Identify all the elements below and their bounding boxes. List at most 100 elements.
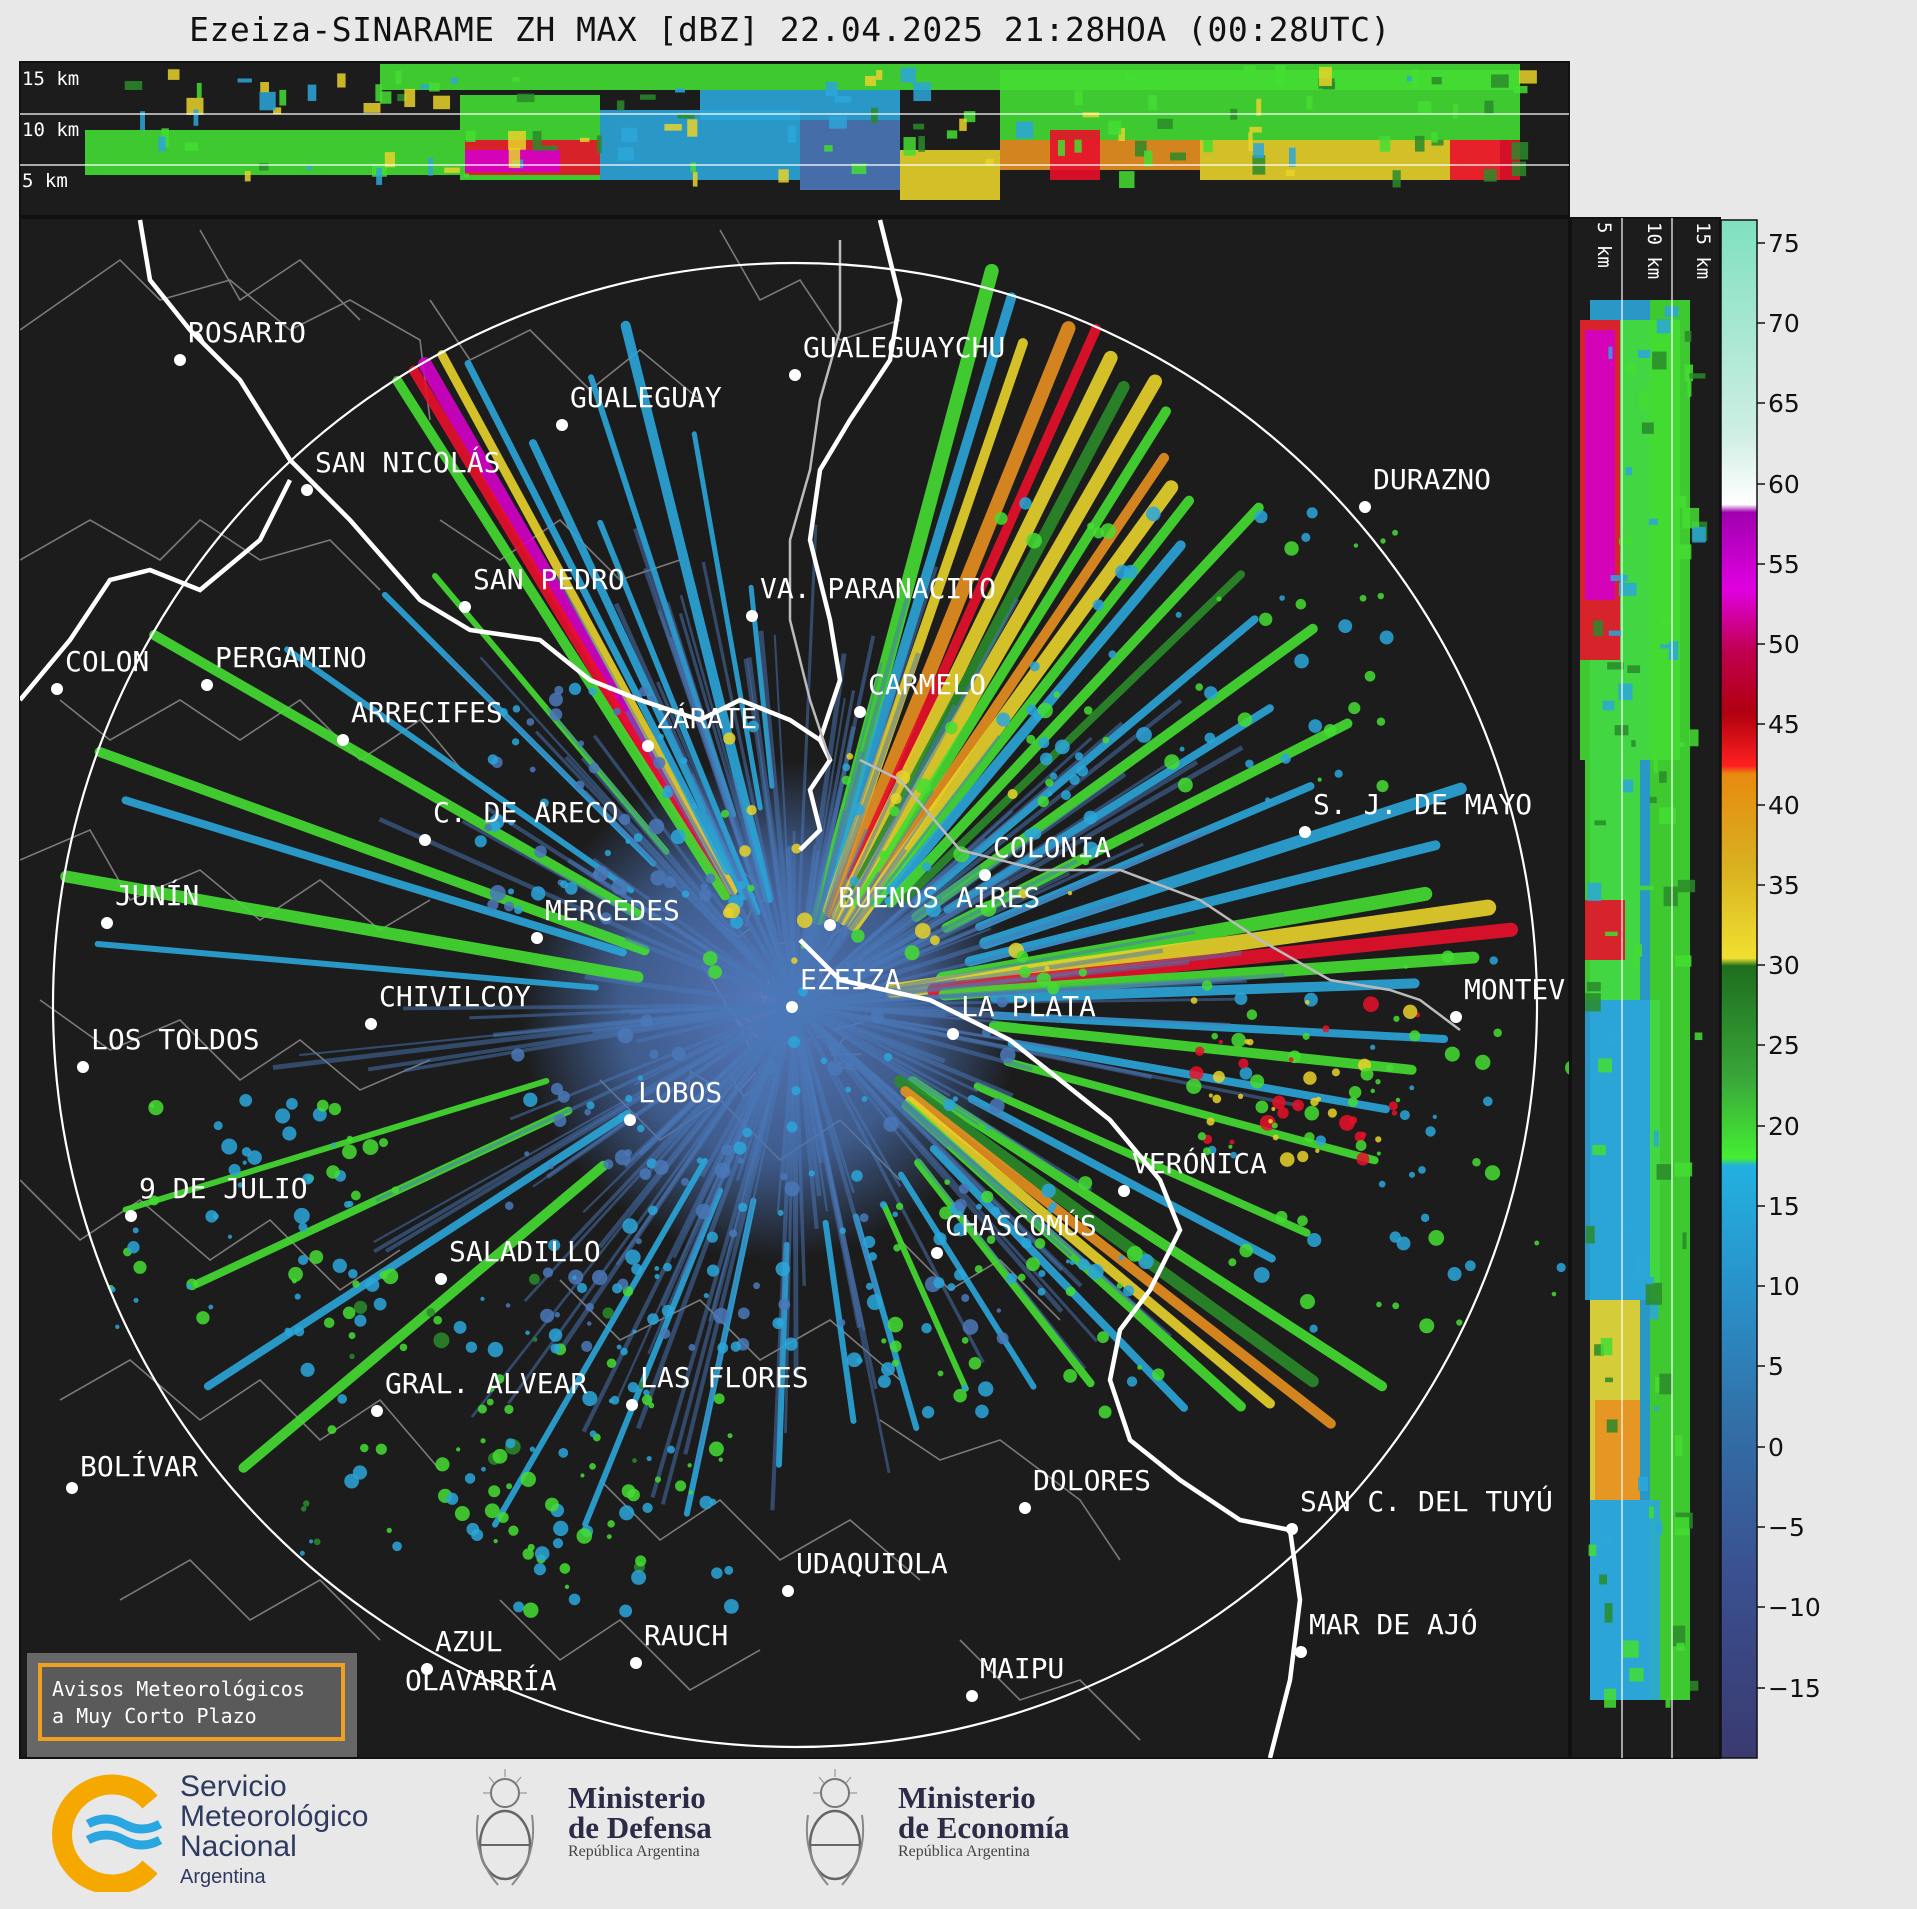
echo-cell: [1432, 1114, 1437, 1119]
echo-cell: [1418, 1166, 1426, 1174]
echo-cell: [798, 986, 808, 997]
echo-cell: [1246, 1009, 1258, 1020]
city-marker: EZEIZA: [786, 963, 901, 1013]
city-dot: [66, 1482, 78, 1494]
profile-echo: [851, 163, 867, 175]
echo-cell: [337, 1394, 347, 1404]
profile-echo: [1674, 1517, 1690, 1536]
echo-cell: [962, 1319, 979, 1335]
profile-echo: [1418, 101, 1432, 113]
echo-cell: [989, 1098, 1005, 1114]
echo-ray: [793, 828, 869, 1006]
echo-cell: [282, 1126, 297, 1141]
echo-cell: [1065, 1259, 1071, 1264]
echo-cell: [529, 766, 536, 773]
echo-cell: [486, 1398, 494, 1406]
echo-cell: [663, 1262, 672, 1272]
echo-cell: [1195, 1046, 1205, 1056]
city-dot: [421, 1663, 433, 1675]
echo-cell: [1425, 1126, 1436, 1137]
echo-cell: [978, 1381, 994, 1397]
echo-cell: [1334, 769, 1343, 778]
echo-ray: [900, 1086, 1336, 1429]
echo-cell: [1284, 541, 1299, 556]
echo-cell: [316, 1099, 329, 1112]
city-marker: MAIPU: [966, 1652, 1064, 1702]
echo-cell: [323, 1317, 335, 1329]
city-label: CHASCOMÚS: [945, 1208, 1097, 1242]
echo-cell: [1489, 956, 1498, 965]
echo-cell: [1029, 827, 1042, 840]
echo-cell: [588, 687, 597, 696]
profile-echo: [1689, 729, 1699, 747]
profile-echo: [1016, 121, 1034, 139]
echo-cell: [327, 1425, 337, 1435]
echo-cell: [480, 1438, 486, 1444]
city-dot: [337, 734, 349, 746]
echo-cell: [1078, 968, 1088, 977]
echo-ray: [793, 772, 1127, 1007]
echo-cell: [606, 1534, 612, 1540]
echo-ray: [870, 495, 1195, 908]
echo-ray: [794, 1002, 1033, 1072]
echo-cell: [784, 1181, 800, 1197]
echo-ray: [793, 1004, 878, 1390]
profile-echo: [85, 130, 460, 175]
echo-cell: [953, 1222, 968, 1237]
profile-echo: [244, 171, 251, 182]
echo-cell: [435, 1457, 450, 1472]
echo-cell: [1006, 1273, 1017, 1284]
echo-cell: [523, 1092, 538, 1108]
echo-ray: [461, 819, 796, 1007]
city-label: SAN C. DEL TUYÚ: [1300, 1484, 1553, 1518]
echo-cell: [636, 1124, 645, 1133]
echo-cell: [506, 1483, 513, 1490]
echo-cell: [1037, 1287, 1046, 1296]
city-marker: CHASCOMÚS: [931, 1208, 1097, 1259]
echo-cell: [352, 1280, 360, 1288]
city-label: BOLÍVAR: [80, 1449, 198, 1483]
echo-cell: [653, 756, 666, 769]
profile-echo: [1649, 796, 1657, 804]
echo-cell: [512, 705, 521, 713]
echo-ray: [794, 1003, 946, 1018]
echo-cell: [1288, 1057, 1294, 1062]
echo-ray: [881, 1202, 969, 1392]
profile-echo: [1599, 1536, 1612, 1545]
echo-cell: [1078, 1176, 1093, 1190]
echo-cell: [1190, 997, 1198, 1004]
echo-cell: [1083, 810, 1098, 825]
echo-cell: [186, 1283, 193, 1290]
echo-cell: [606, 1358, 617, 1368]
echo-cell: [1212, 1094, 1222, 1104]
echo-cell: [1116, 1282, 1123, 1289]
echo-cell: [883, 1116, 899, 1132]
echo-cell: [892, 1211, 898, 1218]
echo-cell: [643, 1389, 650, 1396]
echo-cell: [593, 866, 609, 882]
echo-cell: [504, 1404, 514, 1415]
city-label: LOS TOLDOS: [91, 1023, 260, 1056]
echo-cell: [446, 1492, 459, 1505]
echo-cell: [487, 1385, 495, 1392]
echo-ray: [990, 1011, 1449, 1044]
echo-cell: [985, 1126, 991, 1131]
colorbar-tick-label: 70: [1768, 309, 1800, 338]
profile-echo: [404, 88, 416, 108]
warning-box[interactable]: Avisos Meteorológicos a Muy Corto Plazo: [27, 1653, 357, 1757]
echo-cell: [617, 1027, 634, 1044]
echo-cell: [953, 1388, 967, 1403]
echo-cell: [540, 1308, 555, 1323]
echo-ray: [284, 646, 635, 894]
echo-cell: [1164, 754, 1180, 770]
echo-cell: [1253, 1267, 1270, 1283]
profile-echo: [1676, 1642, 1685, 1651]
profile-echo: [1677, 879, 1696, 893]
echo-cell: [845, 1086, 852, 1093]
city-label: MAR DE AJÓ: [1309, 1607, 1478, 1641]
echo-cell: [313, 1538, 321, 1546]
profile-echo: [1585, 1225, 1595, 1244]
city-marker: DURAZNO: [1359, 463, 1491, 513]
figure-title: Ezeiza-SINARAME ZH MAX [dBZ] 22.04.2025 …: [189, 10, 1391, 49]
